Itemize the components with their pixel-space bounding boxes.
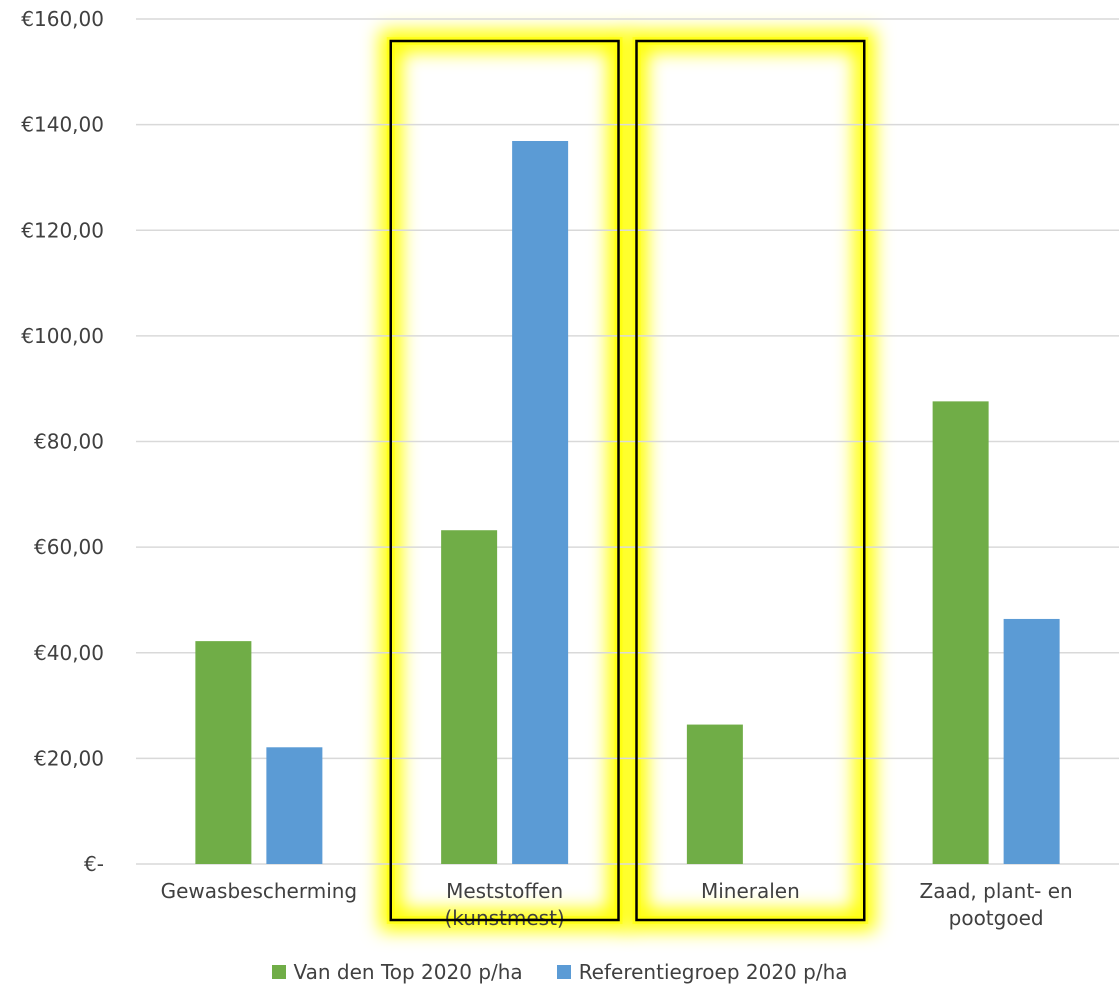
- y-tick-label: €60,00: [34, 535, 104, 559]
- legend-swatch-blue: [556, 965, 571, 979]
- bar-0-1: [266, 747, 323, 864]
- legend-item-van-den-top: Van den Top 2020 p/ha: [271, 960, 523, 984]
- highlight-glow: [625, 30, 876, 931]
- y-tick-label: €40,00: [34, 641, 104, 665]
- y-tick-label: €160,00: [21, 7, 104, 31]
- y-tick-label: €140,00: [21, 113, 104, 137]
- x-category-label: pootgoed: [949, 906, 1044, 930]
- bar-3-0: [932, 401, 989, 864]
- y-tick-label: €100,00: [21, 324, 104, 348]
- bar-1-0: [441, 530, 498, 864]
- highlight-glow-inner: [632, 37, 869, 924]
- y-axis-ticks: €- €20,00 €40,00 €60,00 €80,00 €100,00 €120,00…: [21, 7, 104, 876]
- highlight-box: [635, 39, 866, 922]
- bar-3-1: [1003, 618, 1060, 864]
- y-tick-label: €80,00: [34, 430, 104, 454]
- bars: [195, 140, 1060, 864]
- legend-swatch-green: [271, 965, 286, 979]
- highlight-borders: [389, 39, 866, 922]
- x-category-label: Zaad, plant- en: [920, 879, 1073, 903]
- x-category-label: Meststoffen: [446, 879, 563, 903]
- x-category-label: Gewasbescherming: [161, 879, 358, 903]
- highlight-glow-inner: [386, 37, 623, 924]
- y-tick-label: €120,00: [21, 218, 104, 242]
- x-category-label: (kunstmest): [445, 906, 565, 930]
- legend-label: Van den Top 2020 p/ha: [293, 960, 523, 984]
- x-axis-labels: Gewasbescherming Meststoffen (kunstmest) Mi…: [161, 879, 1073, 930]
- legend: Van den Top 2020 p/ha Referentiegroep 20…: [0, 960, 1119, 984]
- y-tick-label: €-: [84, 852, 104, 876]
- highlight-box: [389, 39, 620, 922]
- x-category-label: Mineralen: [701, 879, 800, 903]
- bar-2-0: [686, 724, 743, 864]
- bar-1-1: [512, 140, 569, 864]
- legend-item-referentiegroep: Referentiegroep 2020 p/ha: [556, 960, 848, 984]
- bar-0-0: [195, 641, 252, 864]
- highlight-glow: [379, 30, 630, 931]
- legend-label: Referentiegroep 2020 p/ha: [578, 960, 848, 984]
- y-tick-label: €20,00: [34, 746, 104, 770]
